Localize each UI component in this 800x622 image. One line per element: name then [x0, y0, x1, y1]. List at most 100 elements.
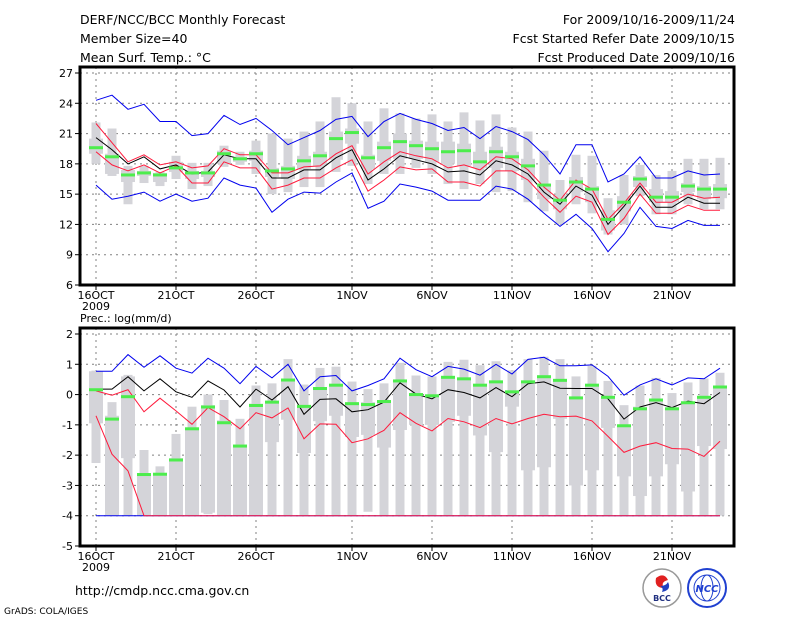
x-tick-label: 11NOV — [493, 289, 532, 302]
median-marker — [441, 375, 455, 379]
median-marker — [409, 393, 423, 397]
ncc-logo: NCC — [687, 568, 727, 608]
whisker-bar — [443, 361, 453, 516]
whisker-bar — [363, 389, 373, 512]
interquartile-box — [569, 397, 583, 486]
footer-url[interactable]: http://cmdp.ncc.cma.gov.cn — [75, 583, 249, 598]
precip-title: Prec.: log(mm/d) — [80, 312, 172, 325]
median-marker — [457, 149, 471, 153]
y-tick-label: -4 — [62, 510, 73, 523]
interquartile-box — [425, 141, 439, 162]
interquartile-box — [89, 138, 103, 154]
median-marker — [137, 171, 151, 175]
median-marker — [537, 375, 551, 379]
interquartile-box — [537, 376, 551, 468]
median-marker — [553, 378, 567, 382]
median-marker — [697, 187, 711, 191]
interquartile-box — [713, 184, 727, 199]
interquartile-box — [313, 387, 327, 422]
interquartile-box — [377, 141, 391, 161]
series-line-outer-upper — [95, 94, 721, 183]
y-tick-label: -5 — [62, 540, 73, 553]
plot-frame — [78, 65, 736, 287]
y-tick-label: 1 — [66, 358, 73, 371]
median-marker — [633, 177, 647, 181]
interquartile-box — [425, 394, 439, 425]
median-marker — [681, 401, 695, 405]
ncc-logo-text: NCC — [695, 584, 719, 595]
interquartile-box — [249, 150, 263, 161]
interquartile-box — [697, 397, 711, 447]
year-label: 2009 — [82, 561, 110, 574]
median-marker — [585, 383, 599, 387]
x-tick-label: 6NOV — [416, 289, 448, 302]
interquartile-box — [713, 385, 727, 450]
interquartile-box — [105, 415, 119, 516]
interquartile-box — [345, 403, 359, 437]
median-marker — [425, 394, 439, 398]
x-tick-label: 21NOV — [653, 289, 692, 302]
median-marker — [313, 154, 327, 158]
bcc-logo: BCC — [642, 568, 682, 608]
median-marker — [121, 395, 135, 399]
median-marker — [393, 140, 407, 144]
interquartile-box — [409, 393, 423, 425]
median-marker — [441, 150, 455, 154]
median-marker — [649, 195, 663, 199]
x-tick-label: 11NOV — [493, 550, 532, 563]
series-line-outer-lower — [95, 172, 720, 253]
interquartile-box — [585, 383, 599, 471]
interquartile-box — [249, 403, 263, 516]
interquartile-box — [521, 380, 535, 471]
forecast-period: For 2009/10/16-2009/11/24 — [563, 12, 735, 27]
series-line-outer-upper — [96, 353, 721, 396]
series-line-inner-lower — [95, 415, 720, 517]
median-marker — [153, 173, 167, 177]
interquartile-box — [265, 400, 279, 443]
interquartile-box — [601, 397, 615, 428]
whisker-bar — [267, 383, 277, 516]
series-line-mean — [96, 376, 721, 420]
median-marker — [553, 198, 567, 202]
median-marker — [665, 195, 679, 199]
whisker-bar — [347, 381, 357, 516]
whisker-bar — [603, 380, 613, 516]
median-marker — [649, 398, 663, 402]
interquartile-box — [473, 151, 487, 168]
median-marker — [505, 390, 519, 394]
median-marker — [601, 395, 615, 399]
median-marker — [217, 152, 231, 156]
interquartile-box — [505, 391, 519, 407]
interquartile-box — [185, 170, 199, 179]
median-marker — [377, 146, 391, 150]
interquartile-box — [457, 377, 471, 416]
whisker-bar — [683, 158, 693, 205]
median-marker — [169, 458, 183, 462]
median-marker — [121, 173, 135, 177]
median-marker — [153, 472, 167, 476]
grads-credit: GrADS: COLA/IGES — [4, 607, 88, 617]
x-tick-label: 21OCT — [157, 289, 194, 302]
median-marker — [697, 395, 711, 399]
y-tick-label: 24 — [59, 97, 73, 110]
x-tick-label: 21NOV — [653, 550, 692, 563]
whisker-bar — [283, 359, 293, 516]
temperature-panel: 6 9 12 15 18 21 24 27 16OCT 21OCT 26OCT 1NOV 6NOV 11N… — [59, 65, 736, 313]
median-marker — [185, 171, 199, 175]
interquartile-box — [393, 380, 407, 431]
x-tick-label: 21OCT — [157, 550, 194, 563]
x-tick-label: 16OCT — [77, 289, 114, 302]
x-tick-label: 1NOV — [336, 289, 368, 302]
interquartile-box — [441, 376, 455, 422]
interquartile-box — [105, 153, 119, 174]
whisker-bar — [331, 366, 341, 516]
median-marker — [297, 159, 311, 163]
x-tick-label: 16NOV — [573, 289, 612, 302]
median-marker — [377, 400, 391, 404]
median-marker — [585, 187, 599, 191]
interquartile-box — [649, 400, 663, 477]
median-marker — [233, 157, 247, 161]
median-marker — [617, 424, 631, 428]
x-tick-label: 16OCT — [77, 550, 114, 563]
chart-title: DERF/NCC/BCC Monthly Forecast — [80, 12, 285, 27]
